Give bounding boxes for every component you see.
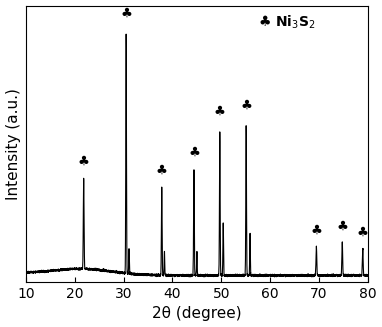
- Text: ♣: ♣: [120, 7, 132, 20]
- Text: ♣: ♣: [214, 105, 226, 118]
- Text: ♣: ♣: [188, 146, 200, 159]
- Text: ♣: ♣: [156, 164, 168, 176]
- Text: ♣: ♣: [311, 224, 322, 236]
- Text: ♣: ♣: [240, 98, 252, 112]
- Text: ♣: ♣: [357, 226, 369, 239]
- Text: ♣: ♣: [336, 219, 348, 232]
- X-axis label: 2θ (degree): 2θ (degree): [152, 306, 242, 321]
- Y-axis label: Intensity (a.u.): Intensity (a.u.): [6, 88, 21, 200]
- Text: ♣: ♣: [78, 155, 90, 167]
- Text: ♣ Ni$_3$S$_2$: ♣ Ni$_3$S$_2$: [258, 14, 316, 31]
